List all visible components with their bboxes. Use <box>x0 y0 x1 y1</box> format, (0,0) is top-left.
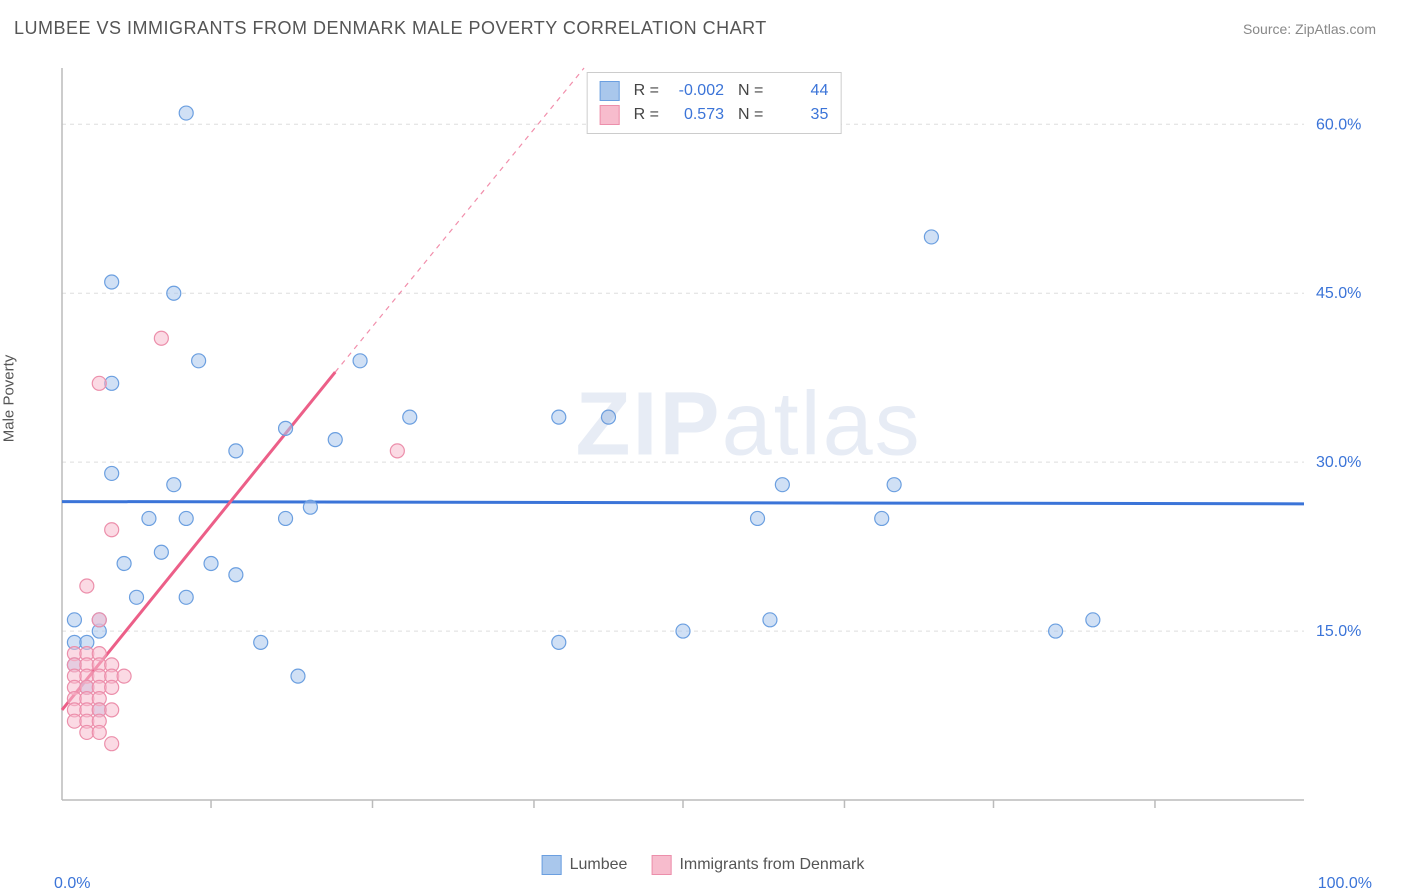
svg-text:60.0%: 60.0% <box>1316 116 1361 133</box>
header: LUMBEE VS IMMIGRANTS FROM DENMARK MALE P… <box>0 0 1406 49</box>
scatter-plot: 15.0%30.0%45.0%60.0% ZIPatlas R = -0.002… <box>54 60 1374 820</box>
y-axis-label: Male Poverty <box>1 355 18 443</box>
svg-text:15.0%: 15.0% <box>1316 623 1361 640</box>
legend-label-1: Immigrants from Denmark <box>679 856 864 874</box>
legend-stats-row-1: R = 0.573 N = 35 <box>600 103 829 127</box>
legend-item-0: Lumbee <box>542 855 628 875</box>
source-label: Source: ZipAtlas.com <box>1243 21 1376 37</box>
n-value-0: 44 <box>773 82 828 100</box>
n-value-1: 35 <box>773 106 828 124</box>
chart-title: LUMBEE VS IMMIGRANTS FROM DENMARK MALE P… <box>14 18 767 39</box>
legend-stats: R = -0.002 N = 44 R = 0.573 N = 35 <box>587 72 842 134</box>
x-max-label: 100.0% <box>1318 875 1372 893</box>
legend-stats-row-0: R = -0.002 N = 44 <box>600 79 829 103</box>
chart-container: Male Poverty 15.0%30.0%45.0%60.0% ZIPatl… <box>14 50 1392 870</box>
svg-text:45.0%: 45.0% <box>1316 285 1361 302</box>
r-value-1: 0.573 <box>669 106 724 124</box>
r-value-0: -0.002 <box>669 82 724 100</box>
swatch-series-0 <box>600 81 620 101</box>
swatch-denmark <box>651 855 671 875</box>
swatch-lumbee <box>542 855 562 875</box>
legend-label-0: Lumbee <box>570 856 628 874</box>
legend-item-1: Immigrants from Denmark <box>651 855 864 875</box>
legend-series: Lumbee Immigrants from Denmark <box>542 855 865 875</box>
x-min-label: 0.0% <box>54 875 90 893</box>
plot-svg: 15.0% 30.0% 45.0% 60.0% <box>54 60 1374 820</box>
svg-text:30.0%: 30.0% <box>1316 454 1361 471</box>
swatch-series-1 <box>600 105 620 125</box>
